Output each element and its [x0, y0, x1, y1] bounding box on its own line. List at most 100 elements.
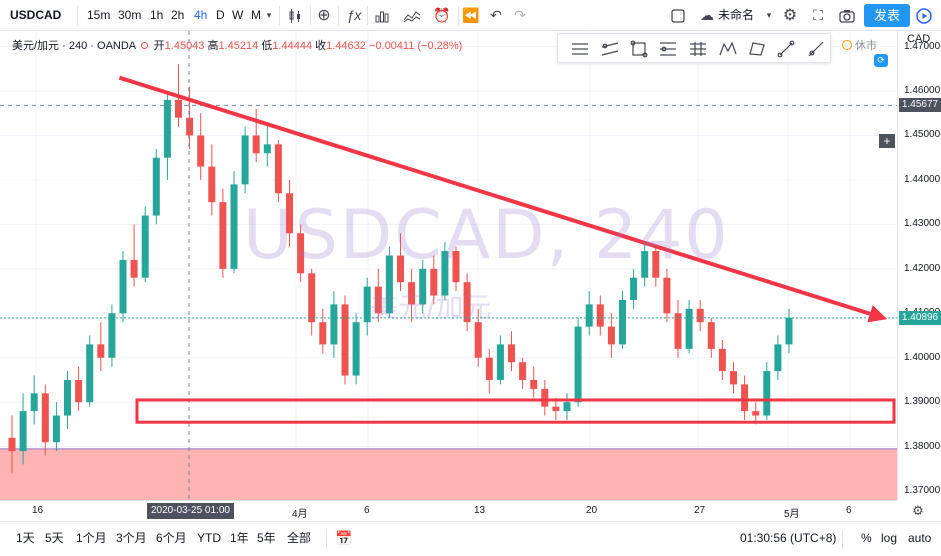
price-tick: 1.47000 [904, 40, 941, 52]
time-axis[interactable]: 16 4月 6 13 20 27 5月 6 2020-03-25 01:00 [0, 500, 897, 521]
candle-body [752, 411, 760, 416]
compare-lines-icon[interactable] [402, 0, 422, 31]
interval-2h[interactable]: 2h [171, 8, 185, 22]
symbol-search[interactable]: USDCAD [10, 8, 62, 22]
gear-icon[interactable]: ⚙ [912, 503, 924, 518]
date-range-icon[interactable]: 📅 [335, 530, 353, 546]
candle-body [585, 304, 593, 327]
camera-icon[interactable] [837, 0, 857, 31]
last-price-label: 1.40896 [899, 310, 941, 325]
candle-body [352, 322, 360, 376]
chart-pane[interactable]: USDCAD, 240 美元/加元 美元/加元 · 240 · OANDA 开1… [0, 31, 897, 500]
refresh-icon[interactable]: ⟳ [874, 54, 888, 67]
chevron-down-icon[interactable]: ▾ [266, 10, 272, 20]
legend-pair[interactable]: 美元/加元 [12, 40, 60, 52]
compare-add-icon[interactable]: ⊕ [317, 7, 331, 24]
price-chart[interactable] [0, 31, 897, 500]
candle-body [230, 184, 238, 269]
candle-body [463, 282, 471, 323]
percent-toggle[interactable]: % [861, 531, 872, 545]
trend-arrow [118, 75, 871, 316]
interval-m[interactable]: M [251, 8, 261, 22]
undo-icon[interactable]: ↶ [490, 7, 502, 23]
interval-1h[interactable]: 1h [150, 8, 164, 22]
candle-body [374, 286, 382, 314]
price-tick: 1.40000 [904, 351, 941, 363]
range-ytd[interactable]: YTD [197, 531, 221, 545]
candle-body [718, 348, 726, 372]
legend-high: 1.45214 [218, 40, 259, 52]
interval-d[interactable]: D [216, 8, 225, 22]
ray-icon[interactable] [806, 39, 826, 59]
interval-15m[interactable]: 15m [87, 8, 111, 22]
range-5d[interactable]: 5天 [45, 531, 64, 545]
axis-currency: CAD [907, 33, 931, 45]
log-toggle[interactable]: log [881, 531, 898, 545]
fib-retracement-icon[interactable] [658, 39, 678, 59]
legend-open: 1.45043 [164, 40, 205, 52]
gear-icon[interactable]: ⚙ [782, 7, 798, 24]
toolbar-divider [367, 6, 368, 25]
horizontal-lines-icon[interactable] [570, 39, 590, 59]
range-1y[interactable]: 1年 [230, 531, 249, 545]
chart-grid [0, 31, 897, 500]
shaded-zone [0, 448, 897, 500]
play-circle-icon[interactable] [914, 0, 934, 31]
candle-body [30, 393, 38, 412]
candle-body [707, 322, 715, 349]
candle-body [619, 299, 626, 345]
layout-square-icon[interactable] [668, 0, 688, 31]
time-tick: 13 [474, 505, 486, 516]
candle-body [630, 277, 638, 300]
interval-w[interactable]: W [232, 8, 244, 22]
toolbar-divider [842, 530, 843, 549]
range-all[interactable]: 全部 [287, 531, 312, 545]
candle-style-icon[interactable] [285, 0, 305, 31]
candle-body [19, 411, 27, 452]
channel-icon[interactable] [600, 39, 620, 59]
top-toolbar: USDCAD 15m 30m 1h 2h 4h D W M ▾ ⊕ ƒx ⏰ ⏪… [0, 0, 941, 31]
candle-body [541, 388, 549, 407]
legend-interval: 240 [68, 40, 88, 52]
candle-body [674, 313, 682, 349]
auto-toggle[interactable]: auto [908, 531, 932, 545]
range-1d[interactable]: 1天 [16, 531, 35, 545]
trend-line-icon[interactable] [776, 39, 796, 59]
time-tick: 16 [32, 505, 44, 516]
gann-icon[interactable] [688, 39, 708, 59]
range-1m[interactable]: 1个月 [76, 531, 107, 545]
candle-body [141, 215, 149, 278]
interval-4h[interactable]: 4h [194, 8, 208, 22]
clock-display[interactable]: 01:30:56 (UTC+8) [740, 531, 837, 545]
price-tick: 1.39000 [904, 396, 941, 408]
legend-open-label: 开 [153, 40, 165, 52]
publish-button[interactable]: 发表 [864, 4, 910, 27]
add-alert-plus-icon[interactable]: + [879, 134, 895, 148]
redo-icon[interactable]: ↷ [514, 7, 526, 23]
polygon-icon[interactable] [747, 39, 767, 59]
candle-body [108, 313, 116, 358]
indicators-fx-icon[interactable]: ƒx [346, 7, 362, 23]
rectangle-tool-icon[interactable] [629, 39, 649, 59]
pattern-icon[interactable] [718, 39, 738, 59]
candle-body [652, 251, 660, 278]
candle-body [152, 157, 160, 216]
fullscreen-icon[interactable]: ⛶ [813, 7, 823, 23]
candle-body [97, 344, 105, 358]
layout-name[interactable]: 未命名 [718, 8, 755, 22]
candle-body [41, 393, 49, 443]
range-3m[interactable]: 3个月 [116, 531, 147, 545]
candle-body [119, 259, 127, 314]
price-axis[interactable]: CAD 1.47000 1.46000 1.45000 1.44000 1.43000 1… [897, 31, 941, 500]
range-5y[interactable]: 5年 [257, 531, 276, 545]
time-tick: 27 [694, 505, 706, 516]
candle-body [308, 273, 316, 323]
replay-rewind-icon[interactable]: ⏪ [462, 7, 480, 23]
chevron-down-icon[interactable]: ▾ [766, 10, 772, 20]
interval-30m[interactable]: 30m [118, 8, 142, 22]
candle-body [696, 308, 704, 323]
alarm-clock-icon[interactable]: ⏰ [433, 7, 451, 23]
drawing-toolbar [557, 33, 831, 63]
range-6m[interactable]: 6个月 [156, 531, 187, 545]
bar-chart-icon[interactable] [372, 0, 392, 31]
